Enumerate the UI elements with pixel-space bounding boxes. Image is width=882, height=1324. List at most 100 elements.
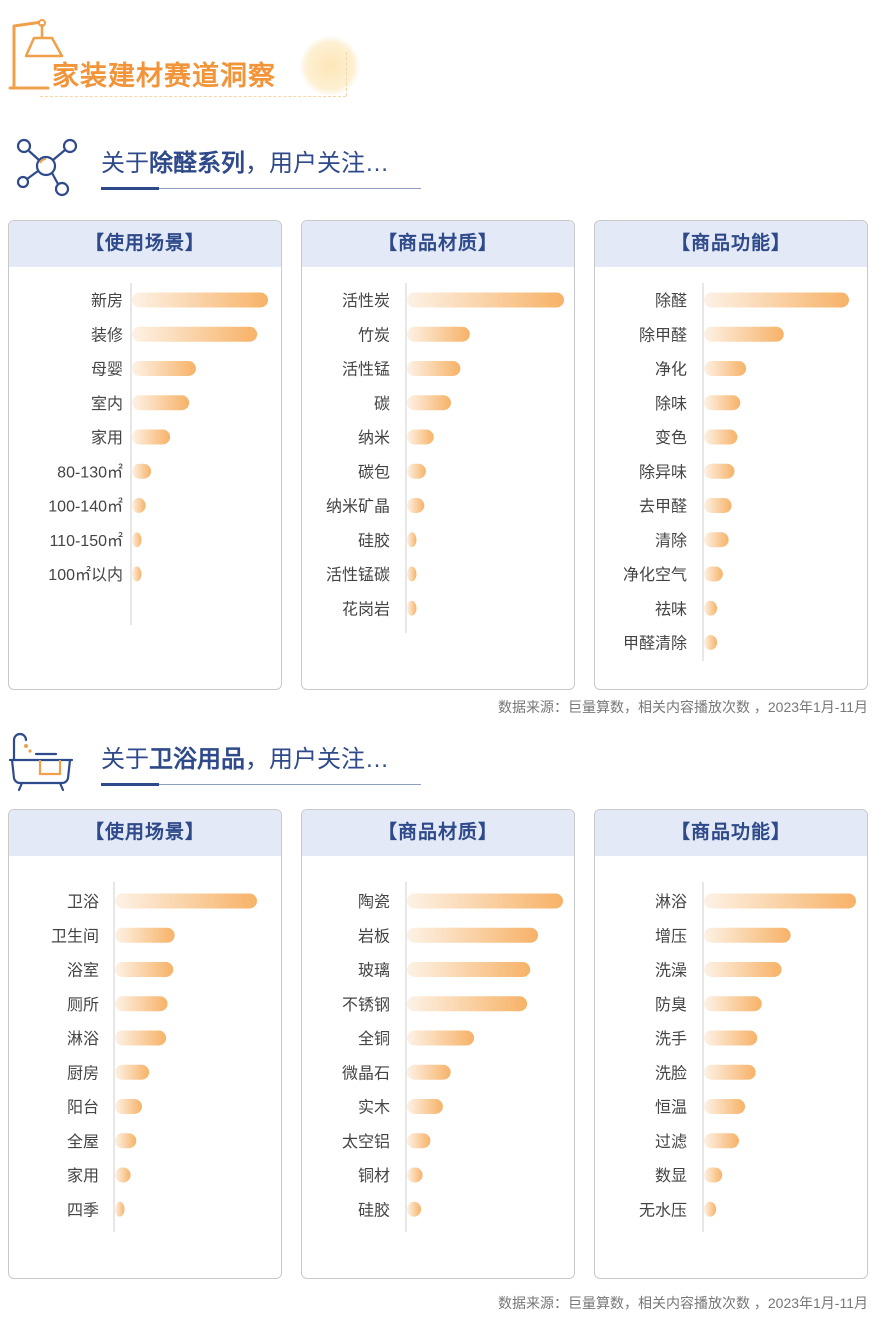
- bar: [407, 395, 451, 411]
- bar: [704, 893, 856, 909]
- category-label: 洗澡: [655, 962, 687, 980]
- source-note: 数据来源：巨量算数，相关内容播放次数 ，2023年1月-11月: [497, 1295, 868, 1311]
- bar: [132, 532, 142, 548]
- section1-heading-underline: [101, 188, 421, 189]
- bar: [115, 927, 175, 943]
- bar: [115, 1064, 150, 1080]
- bar: [407, 1167, 423, 1183]
- bar: [132, 292, 268, 308]
- category-label: 除醛: [655, 292, 687, 310]
- panel-title: 【商品材质】: [302, 221, 574, 267]
- category-label: 防臭: [655, 996, 687, 1014]
- bar: [407, 463, 426, 479]
- title-side-decoration: [346, 52, 347, 96]
- category-label: 80-130㎡: [57, 463, 123, 481]
- category-label: 过滤: [655, 1133, 687, 1151]
- category-label: 变色: [655, 429, 687, 447]
- category-label: 装修: [91, 326, 123, 344]
- bar: [704, 566, 723, 582]
- panel-title: 【使用场景】: [9, 221, 281, 267]
- bar: [407, 429, 434, 445]
- category-label: 活性炭: [342, 292, 390, 310]
- bar: [704, 463, 735, 479]
- bar: [132, 498, 146, 513]
- bar: [704, 927, 791, 943]
- bar: [407, 893, 563, 909]
- category-label: 四季: [67, 1201, 99, 1219]
- bar: [704, 361, 747, 376]
- category-label: 铜材: [358, 1167, 390, 1185]
- category-label: 家用: [67, 1167, 99, 1185]
- category-label: 碳包: [358, 463, 390, 481]
- category-label: 纳米: [358, 429, 390, 447]
- title-underline-decoration: [40, 96, 346, 97]
- category-label: 碳: [374, 395, 390, 413]
- category-label: 恒温: [655, 1099, 687, 1117]
- bar: [704, 635, 718, 650]
- bar: [704, 429, 738, 445]
- category-label: 阳台: [67, 1099, 99, 1117]
- category-label: 清除: [655, 532, 687, 550]
- category-label: 厨房: [67, 1064, 99, 1082]
- category-label: 淋浴: [655, 893, 687, 911]
- bar: [704, 395, 741, 411]
- category-label: 洗手: [655, 1030, 687, 1048]
- category-label: 硅胶: [358, 532, 390, 550]
- category-label: 母婴: [91, 362, 123, 379]
- section1-heading-underline-accent: [101, 187, 159, 190]
- bar: [704, 962, 782, 977]
- category-label: 活性锰: [342, 361, 390, 379]
- section2-heading-underline-accent: [101, 783, 159, 786]
- category-label: 数显: [655, 1167, 687, 1185]
- category-label: 净化: [655, 361, 687, 379]
- category-label: 100㎡以内: [48, 566, 123, 584]
- bar: [407, 292, 564, 308]
- category-label: 纳米矿晶: [326, 498, 390, 516]
- bar: [704, 1133, 739, 1149]
- bar: [115, 1030, 167, 1046]
- bathtub-icon: [8, 732, 74, 792]
- category-label: 太空铝: [342, 1133, 390, 1151]
- bar: [704, 1064, 756, 1080]
- bar: [704, 292, 849, 308]
- category-label: 全铜: [358, 1030, 390, 1048]
- bar: [407, 1099, 443, 1114]
- bar: [407, 996, 528, 1012]
- bar: [407, 1133, 431, 1149]
- bar: [704, 1099, 746, 1114]
- panel-s2-material: 【商品材质】 陶瓷 岩板 玻璃 不锈钢 全铜 微晶石 实木 太空铝 铜材 硅胶: [301, 809, 575, 1279]
- desk-lamp-icon: [8, 19, 64, 90]
- panel-title: 【使用场景】: [9, 810, 281, 856]
- panel-s2-usage-scene: 【使用场景】 卫浴 卫生间 浴室 厕所 淋浴 厨房 阳台 全屋 家用 四季: [8, 809, 282, 1279]
- title-glow-decoration: [300, 36, 360, 96]
- molecule-icon: [16, 138, 78, 197]
- bar: [407, 361, 461, 376]
- bar: [132, 326, 258, 342]
- category-label: 除味: [655, 395, 687, 413]
- bar: [704, 326, 784, 342]
- bar: [115, 1133, 137, 1149]
- panel-s1-function: 【商品功能】 除醛 除甲醛 净化 除味 变色 除异味 去甲醛 清除 净化空气 祛味 甲醛清除: [594, 220, 868, 690]
- section2-heading: 关于卫浴用品，用户关注…: [101, 746, 389, 773]
- panel-title: 【商品功能】: [595, 810, 867, 856]
- category-label: 硅胶: [358, 1201, 390, 1219]
- bar: [115, 1201, 125, 1217]
- bar: [407, 532, 417, 548]
- category-label: 微晶石: [342, 1064, 390, 1082]
- source-note: 数据来源：巨量算数，相关内容播放次数 ，2023年1月-11月: [497, 699, 868, 715]
- bar: [407, 1030, 475, 1046]
- category-label: 玻璃: [358, 962, 390, 980]
- bar: [115, 962, 174, 977]
- bar: [132, 361, 196, 376]
- category-label: 洗脸: [655, 1064, 687, 1082]
- category-label: 去甲醛: [639, 498, 687, 516]
- category-label: 浴室: [67, 962, 99, 980]
- bar: [407, 1201, 422, 1217]
- category-label: 无水压: [639, 1201, 687, 1219]
- section1-heading: 关于除醛系列，用户关注…: [101, 150, 389, 177]
- category-label: 祛味: [655, 600, 687, 618]
- panel-s1-usage-scene: 【使用场景】 新房 装修 母婴 室内 家用 80-130㎡ 100-140㎡ 110-150㎡…: [8, 220, 282, 690]
- bar: [704, 532, 729, 548]
